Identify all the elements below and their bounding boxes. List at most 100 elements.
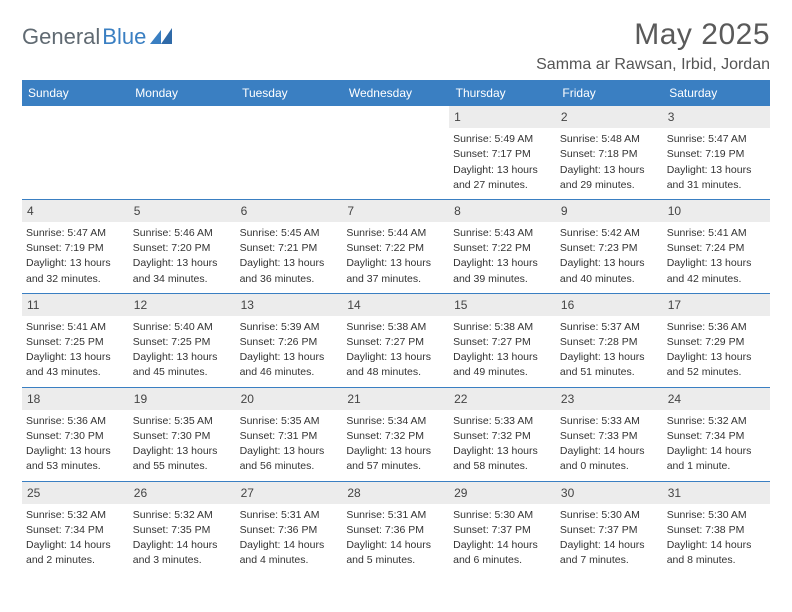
day-d2: and 42 minutes. xyxy=(667,272,766,286)
day-d2: and 40 minutes. xyxy=(560,272,659,286)
day-sr: Sunrise: 5:32 AM xyxy=(26,508,125,522)
day-sr: Sunrise: 5:45 AM xyxy=(240,226,339,240)
day-cell: 24Sunrise: 5:32 AMSunset: 7:34 PMDayligh… xyxy=(663,388,770,481)
day-cell: 27Sunrise: 5:31 AMSunset: 7:36 PMDayligh… xyxy=(236,482,343,575)
day-ss: Sunset: 7:23 PM xyxy=(560,241,659,255)
brand-logo: GeneralBlue xyxy=(22,24,172,50)
day-sr: Sunrise: 5:31 AM xyxy=(240,508,339,522)
day-d1: Daylight: 14 hours xyxy=(133,538,232,552)
day-number: 7 xyxy=(342,200,449,222)
day-sr: Sunrise: 5:40 AM xyxy=(133,320,232,334)
day-sr: Sunrise: 5:30 AM xyxy=(453,508,552,522)
day-number: 6 xyxy=(236,200,343,222)
day-cell: 5Sunrise: 5:46 AMSunset: 7:20 PMDaylight… xyxy=(129,200,236,293)
day-sr: Sunrise: 5:30 AM xyxy=(667,508,766,522)
day-ss: Sunset: 7:24 PM xyxy=(667,241,766,255)
day-cell: 11 Sunrise: 5:41 AMSunset: 7:25 PMDayligh… xyxy=(22,294,129,387)
day-d1: Daylight: 13 hours xyxy=(133,350,232,364)
day-ss: Sunset: 7:37 PM xyxy=(453,523,552,537)
day-d2: and 1 minute. xyxy=(667,459,766,473)
day-cell: 4Sunrise: 5:47 AMSunset: 7:19 PMDaylight… xyxy=(22,200,129,293)
day-info: Sunrise: 5:30 AMSunset: 7:38 PMDaylight:… xyxy=(667,508,766,568)
day-sr: Sunrise: 5:34 AM xyxy=(346,414,445,428)
day-d1: Daylight: 13 hours xyxy=(240,256,339,270)
day-info: Sunrise: 5:47 AMSunset: 7:19 PMDaylight:… xyxy=(26,226,125,286)
day-cell: 1Sunrise: 5:49 AMSunset: 7:17 PMDaylight… xyxy=(449,106,556,199)
day-d2: and 34 minutes. xyxy=(133,272,232,286)
day-sr: Sunrise: 5:33 AM xyxy=(453,414,552,428)
day-cell: 16Sunrise: 5:37 AMSunset: 7:28 PMDayligh… xyxy=(556,294,663,387)
day-d1: Daylight: 13 hours xyxy=(453,256,552,270)
day-d1: Daylight: 13 hours xyxy=(26,444,125,458)
day-cell: 3 Sunrise: 5:47 AMSunset: 7:19 PMDaylight… xyxy=(663,106,770,199)
day-info: Sunrise: 5:33 AMSunset: 7:32 PMDaylight:… xyxy=(453,414,552,474)
page-header: GeneralBlue May 2025 Samma ar Rawsan, Ir… xyxy=(22,18,770,74)
day-d1: Daylight: 13 hours xyxy=(667,256,766,270)
day-sr: Sunrise: 5:35 AM xyxy=(133,414,232,428)
brand-part1: General xyxy=(22,24,100,50)
day-d2: and 32 minutes. xyxy=(26,272,125,286)
day-cell: 29 Sunrise: 5:30 AMSunset: 7:37 PMDayligh… xyxy=(449,482,556,575)
day-number: 26 xyxy=(129,482,236,504)
day-d1: Daylight: 13 hours xyxy=(667,350,766,364)
day-sr: Sunrise: 5:46 AM xyxy=(133,226,232,240)
day-sr: Sunrise: 5:43 AM xyxy=(453,226,552,240)
day-number: 30 xyxy=(556,482,663,504)
day-cell: 22Sunrise: 5:33 AMSunset: 7:32 PMDayligh… xyxy=(449,388,556,481)
day-d2: and 52 minutes. xyxy=(667,365,766,379)
day-sr: Sunrise: 5:36 AM xyxy=(667,320,766,334)
day-ss: Sunset: 7:37 PM xyxy=(560,523,659,537)
day-info: Sunrise: 5:34 AMSunset: 7:32 PMDaylight:… xyxy=(346,414,445,474)
day-number: 25 xyxy=(22,482,129,504)
day-d1: Daylight: 13 hours xyxy=(560,350,659,364)
day-number: 3 xyxy=(663,106,770,128)
day-d2: and 58 minutes. xyxy=(453,459,552,473)
day-d1: Daylight: 13 hours xyxy=(346,444,445,458)
day-d1: Daylight: 14 hours xyxy=(667,538,766,552)
day-sr: Sunrise: 5:47 AM xyxy=(26,226,125,240)
day-number: 24 xyxy=(663,388,770,410)
day-info: Sunrise: 5:45 AMSunset: 7:21 PMDaylight:… xyxy=(240,226,339,286)
calendar-table: Sunday Monday Tuesday Wednesday Thursday… xyxy=(22,80,770,574)
day-info: Sunrise: 5:47 AMSunset: 7:19 PMDaylight:… xyxy=(667,132,766,192)
day-info: Sunrise: 5:41 AMSunset: 7:25 PMDaylight:… xyxy=(26,320,125,380)
day-sr: Sunrise: 5:32 AM xyxy=(133,508,232,522)
day-sr: Sunrise: 5:44 AM xyxy=(346,226,445,240)
day-sr: Sunrise: 5:30 AM xyxy=(560,508,659,522)
day-sr: Sunrise: 5:38 AM xyxy=(453,320,552,334)
day-ss: Sunset: 7:22 PM xyxy=(346,241,445,255)
day-info: Sunrise: 5:30 AMSunset: 7:37 PMDaylight:… xyxy=(453,508,552,568)
day-cell: 14Sunrise: 5:38 AMSunset: 7:27 PMDayligh… xyxy=(342,294,449,387)
dow-sunday: Sunday xyxy=(22,80,129,106)
day-number: 12 xyxy=(129,294,236,316)
day-ss: Sunset: 7:19 PM xyxy=(667,147,766,161)
day-cell: 12Sunrise: 5:40 AMSunset: 7:25 PMDayligh… xyxy=(129,294,236,387)
day-info: Sunrise: 5:35 AMSunset: 7:31 PMDaylight:… xyxy=(240,414,339,474)
day-d2: and 51 minutes. xyxy=(560,365,659,379)
day-d1: Daylight: 13 hours xyxy=(346,350,445,364)
day-cell: 10Sunrise: 5:41 AMSunset: 7:24 PMDayligh… xyxy=(663,200,770,293)
day-ss: Sunset: 7:21 PM xyxy=(240,241,339,255)
day-number: 2 xyxy=(556,106,663,128)
day-cell: 30Sunrise: 5:30 AMSunset: 7:37 PMDayligh… xyxy=(556,482,663,575)
day-d1: Daylight: 14 hours xyxy=(560,444,659,458)
day-number: 27 xyxy=(236,482,343,504)
dow-wednesday: Wednesday xyxy=(342,80,449,106)
day-number: 11 xyxy=(22,294,129,316)
dow-header-row: Sunday Monday Tuesday Wednesday Thursday… xyxy=(22,80,770,106)
title-block: May 2025 Samma ar Rawsan, Irbid, Jordan xyxy=(536,18,770,74)
dow-friday: Friday xyxy=(556,80,663,106)
day-sr: Sunrise: 5:48 AM xyxy=(560,132,659,146)
day-d1: Daylight: 13 hours xyxy=(453,163,552,177)
day-d2: and 53 minutes. xyxy=(26,459,125,473)
day-d1: Daylight: 13 hours xyxy=(26,256,125,270)
day-cell: 31Sunrise: 5:30 AMSunset: 7:38 PMDayligh… xyxy=(663,482,770,575)
day-number: 16 xyxy=(556,294,663,316)
day-d2: and 46 minutes. xyxy=(240,365,339,379)
day-ss: Sunset: 7:29 PM xyxy=(667,335,766,349)
day-d2: and 6 minutes. xyxy=(453,553,552,567)
dow-saturday: Saturday xyxy=(663,80,770,106)
day-number: 29 xyxy=(449,482,556,504)
day-number: 20 xyxy=(236,388,343,410)
day-d2: and 36 minutes. xyxy=(240,272,339,286)
